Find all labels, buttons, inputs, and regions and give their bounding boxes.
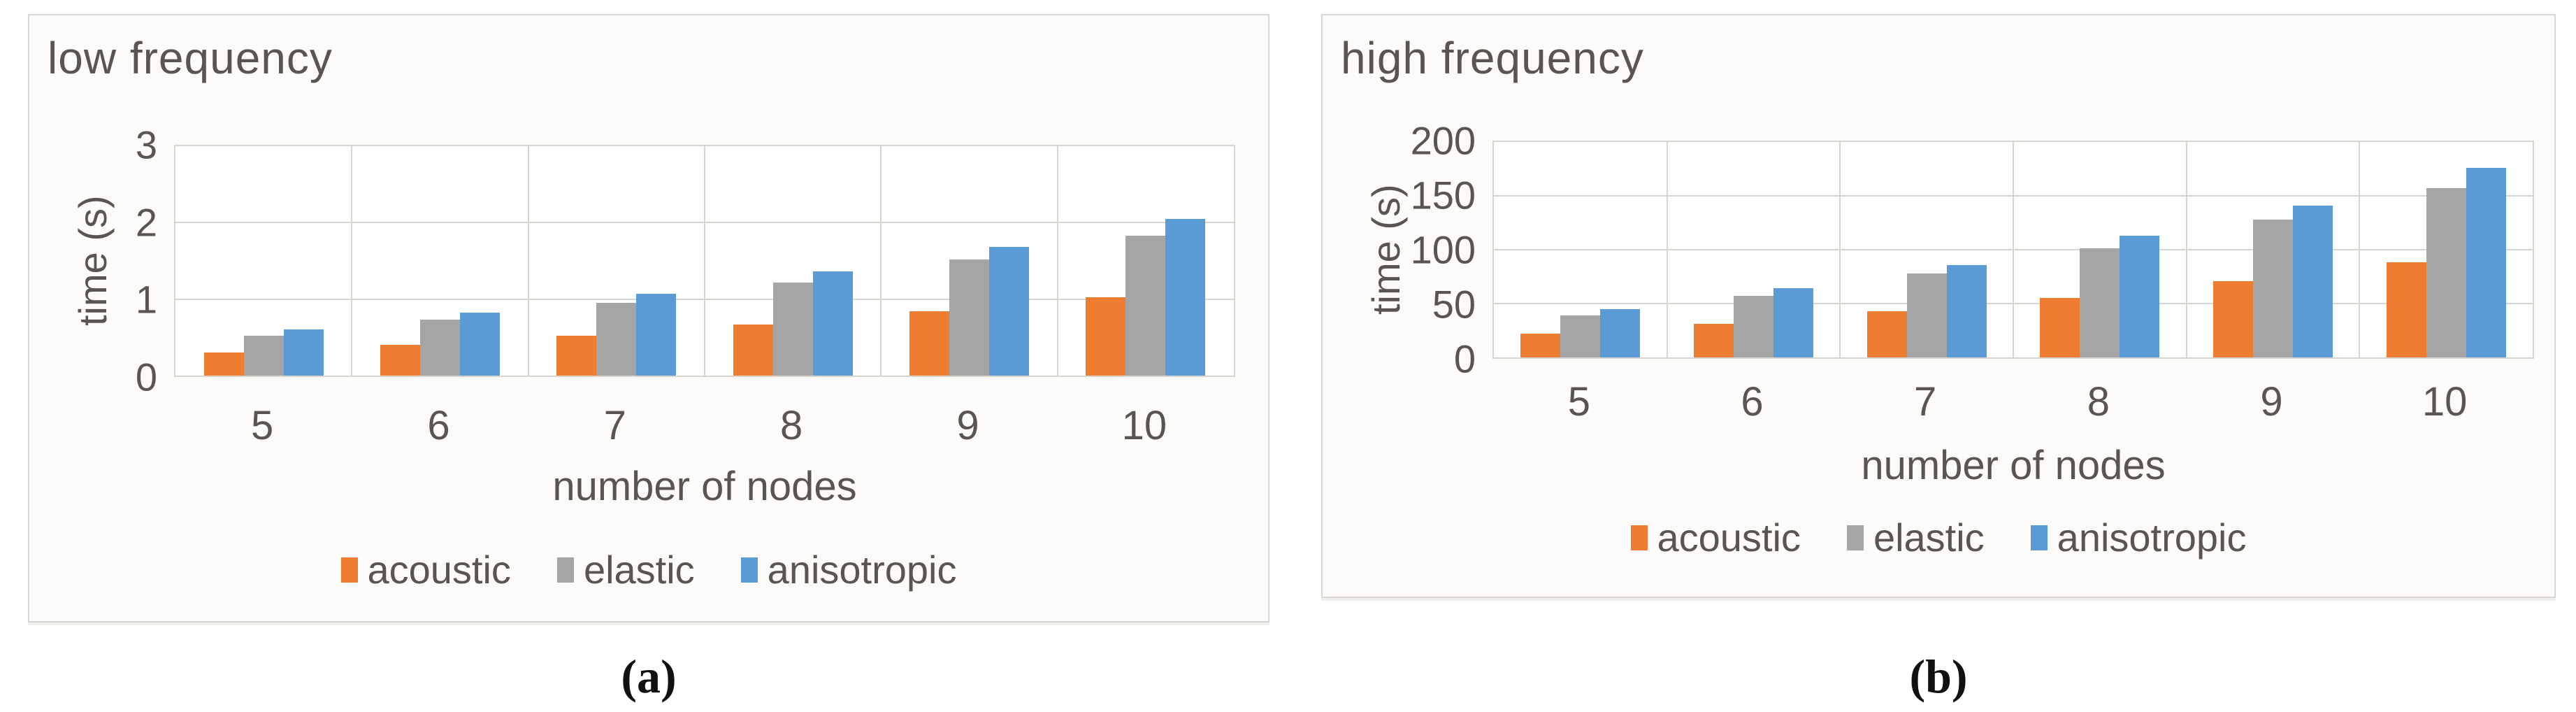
x-tick-label: 8 xyxy=(780,403,803,448)
bar-acoustic-5 xyxy=(1520,334,1561,357)
caption-a: (a) xyxy=(621,650,677,703)
gridline-vertical xyxy=(1666,142,1668,357)
chart-panel-high-frequency: high frequency time (s) number of nodes … xyxy=(1321,14,2556,598)
legend-swatch-acoustic xyxy=(340,557,358,583)
bar-acoustic-7 xyxy=(1866,311,1907,357)
legend: acoustic elastic anisotropic xyxy=(29,547,1268,592)
bar-elastic-10 xyxy=(1125,235,1166,376)
bar-acoustic-8 xyxy=(733,324,773,376)
bar-anisotropic-6 xyxy=(460,313,500,376)
gridline-vertical xyxy=(527,146,529,376)
chart-panel-low-frequency: low frequency time (s) number of nodes a… xyxy=(28,14,1269,622)
bar-elastic-8 xyxy=(772,282,813,376)
gridline-vertical xyxy=(1839,142,1841,357)
bar-elastic-7 xyxy=(596,303,637,376)
x-tick-label: 7 xyxy=(603,403,626,448)
bar-elastic-8 xyxy=(2080,248,2120,357)
legend-swatch-elastic xyxy=(556,557,574,583)
bar-anisotropic-10 xyxy=(2466,167,2506,357)
bar-acoustic-5 xyxy=(203,353,244,376)
legend-item-acoustic: acoustic xyxy=(1630,515,1801,560)
bar-elastic-7 xyxy=(1906,273,1947,357)
y-tick-label: 200 xyxy=(1410,118,1476,163)
plot-area xyxy=(174,145,1235,377)
legend: acoustic elastic anisotropic xyxy=(1323,515,2554,560)
bar-acoustic-9 xyxy=(2213,280,2253,357)
legend-item-anisotropic: anisotropic xyxy=(740,547,957,592)
bar-anisotropic-9 xyxy=(2293,205,2333,357)
x-tick-label: 10 xyxy=(1121,403,1167,448)
gridline-vertical xyxy=(704,146,705,376)
bar-elastic-6 xyxy=(420,320,460,376)
y-axis-label: time (s) xyxy=(71,195,115,327)
legend-swatch-anisotropic xyxy=(2030,525,2048,550)
gridline-vertical xyxy=(351,146,353,376)
bar-acoustic-10 xyxy=(1086,297,1126,376)
y-tick-label: 50 xyxy=(1432,282,1476,327)
bar-anisotropic-7 xyxy=(636,294,677,376)
bar-anisotropic-10 xyxy=(1165,218,1206,376)
legend-label: anisotropic xyxy=(2057,515,2247,560)
x-axis-label: number of nodes xyxy=(552,464,857,509)
x-tick-label: 7 xyxy=(1914,379,1937,425)
x-tick-label: 6 xyxy=(427,403,450,448)
legend-label: elastic xyxy=(583,548,695,592)
x-tick-label: 8 xyxy=(2087,379,2110,425)
bar-anisotropic-5 xyxy=(1600,308,1641,357)
gridline-vertical xyxy=(2185,142,2187,357)
bar-elastic-5 xyxy=(1560,315,1601,357)
legend-swatch-elastic xyxy=(1846,525,1864,550)
x-tick-label: 5 xyxy=(1567,379,1590,425)
bar-elastic-6 xyxy=(1734,296,1773,357)
legend-item-anisotropic: anisotropic xyxy=(2030,515,2247,560)
chart-title: high frequency xyxy=(1341,33,1644,83)
bar-anisotropic-8 xyxy=(2120,235,2160,357)
bar-acoustic-6 xyxy=(380,345,420,376)
gridline-vertical xyxy=(2359,142,2361,357)
legend-swatch-acoustic xyxy=(1630,525,1648,550)
x-tick-label: 5 xyxy=(251,403,274,448)
caption-b: (b) xyxy=(1909,650,1968,703)
y-tick-label: 3 xyxy=(135,122,157,167)
bar-acoustic-8 xyxy=(2040,298,2080,357)
bar-anisotropic-9 xyxy=(989,247,1029,376)
legend-label: anisotropic xyxy=(767,548,957,592)
x-tick-label: 9 xyxy=(956,403,979,448)
bar-anisotropic-6 xyxy=(1773,288,1813,357)
x-tick-label: 9 xyxy=(2260,379,2283,425)
legend-item-elastic: elastic xyxy=(556,547,695,592)
gridline-vertical xyxy=(880,146,882,376)
legend-label: acoustic xyxy=(1657,515,1801,560)
legend-item-elastic: elastic xyxy=(1846,515,1985,560)
y-tick-label: 150 xyxy=(1410,173,1476,218)
bar-acoustic-9 xyxy=(909,311,949,376)
legend-item-acoustic: acoustic xyxy=(340,547,511,592)
bar-anisotropic-5 xyxy=(283,329,324,376)
y-tick-label: 0 xyxy=(1453,336,1476,381)
x-axis-label: number of nodes xyxy=(1861,443,2166,488)
x-tick-label: 10 xyxy=(2422,379,2468,425)
legend-swatch-anisotropic xyxy=(740,557,758,583)
x-tick-label: 6 xyxy=(1741,379,1764,425)
y-tick-label: 100 xyxy=(1410,227,1476,272)
bar-acoustic-10 xyxy=(2386,262,2426,357)
legend-label: acoustic xyxy=(367,548,511,592)
bar-anisotropic-8 xyxy=(812,271,853,376)
bar-elastic-5 xyxy=(243,336,284,376)
bar-acoustic-7 xyxy=(556,336,597,376)
bar-acoustic-6 xyxy=(1694,324,1734,357)
y-tick-label: 1 xyxy=(135,277,157,322)
bar-elastic-10 xyxy=(2426,188,2466,357)
bar-elastic-9 xyxy=(2253,219,2293,357)
y-tick-label: 0 xyxy=(135,355,157,399)
gridline-vertical xyxy=(2013,142,2014,357)
y-tick-label: 2 xyxy=(135,200,157,245)
bar-elastic-9 xyxy=(949,259,989,376)
bar-anisotropic-7 xyxy=(1946,264,1987,357)
legend-label: elastic xyxy=(1873,515,1985,560)
gridline-vertical xyxy=(1056,146,1058,376)
plot-area xyxy=(1492,141,2534,359)
chart-title: low frequency xyxy=(48,33,333,83)
